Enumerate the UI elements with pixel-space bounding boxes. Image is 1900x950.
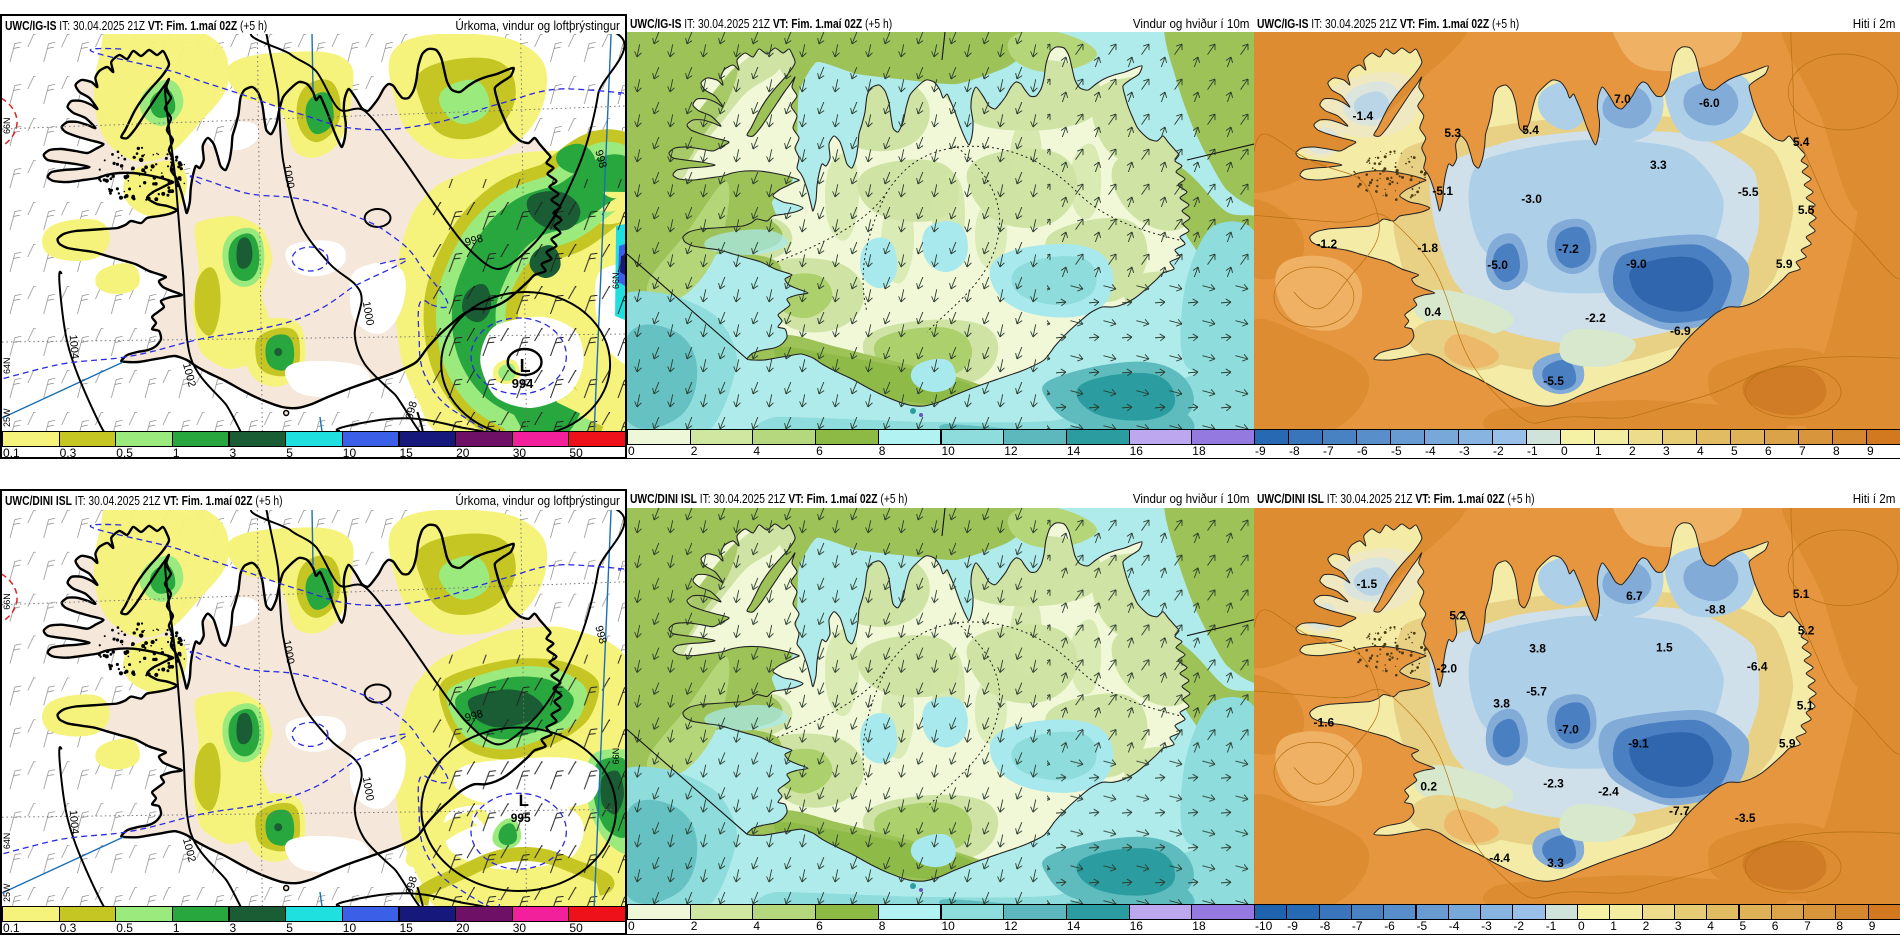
- svg-text:64N: 64N: [2, 357, 12, 374]
- svg-text:1004: 1004: [67, 809, 81, 834]
- svg-text:-5.5: -5.5: [1543, 374, 1564, 388]
- svg-text:1000: 1000: [280, 163, 296, 189]
- svg-text:-2.0: -2.0: [1436, 662, 1457, 676]
- svg-text:998: 998: [464, 233, 485, 249]
- svg-text:25W: 25W: [2, 408, 12, 427]
- svg-text:998: 998: [592, 624, 608, 645]
- svg-text:L: L: [520, 356, 531, 376]
- svg-text:-2.4: -2.4: [1598, 784, 1619, 798]
- svg-text:1004: 1004: [67, 334, 81, 359]
- svg-text:-5.5: -5.5: [1738, 185, 1759, 199]
- svg-text:-7.7: -7.7: [1669, 804, 1690, 818]
- svg-text:1000: 1000: [360, 300, 376, 326]
- svg-text:66N: 66N: [2, 593, 12, 609]
- svg-text:-1.4: -1.4: [1353, 109, 1374, 123]
- svg-text:L: L: [519, 791, 529, 810]
- svg-text:-6.0: -6.0: [1699, 96, 1720, 110]
- svg-text:5.4: 5.4: [1793, 135, 1810, 149]
- svg-text:-2.2: -2.2: [1585, 311, 1606, 325]
- svg-text:5.1: 5.1: [1793, 587, 1810, 601]
- svg-text:5.2: 5.2: [1449, 609, 1466, 623]
- svg-text:66N: 66N: [2, 117, 12, 134]
- svg-text:5.5: 5.5: [1798, 203, 1815, 217]
- svg-text:7.0: 7.0: [1614, 92, 1631, 106]
- svg-text:-1.8: -1.8: [1417, 241, 1438, 255]
- svg-text:998: 998: [404, 875, 420, 896]
- svg-text:5.9: 5.9: [1776, 257, 1793, 271]
- svg-text:998: 998: [592, 149, 608, 170]
- svg-text:-4.4: -4.4: [1489, 851, 1510, 865]
- svg-text:-5.7: -5.7: [1526, 685, 1547, 699]
- svg-text:-1.2: -1.2: [1317, 237, 1338, 251]
- svg-text:0.2: 0.2: [1420, 779, 1437, 793]
- svg-text:5.3: 5.3: [1444, 126, 1461, 140]
- svg-text:-5.1: -5.1: [1432, 184, 1453, 198]
- svg-text:-6.9: -6.9: [1670, 324, 1691, 338]
- svg-text:-3.5: -3.5: [1735, 811, 1756, 825]
- svg-text:1.5: 1.5: [1656, 641, 1673, 655]
- svg-text:5.4: 5.4: [1522, 123, 1539, 137]
- svg-text:-6.4: -6.4: [1747, 660, 1768, 674]
- svg-text:994: 994: [512, 376, 534, 391]
- svg-text:5.2: 5.2: [1798, 624, 1815, 638]
- svg-text:1000: 1000: [360, 776, 376, 802]
- svg-text:995: 995: [511, 811, 531, 825]
- svg-text:5.9: 5.9: [1779, 736, 1796, 750]
- svg-text:66N: 66N: [611, 272, 621, 289]
- svg-text:-7.2: -7.2: [1558, 242, 1579, 256]
- svg-text:25W: 25W: [2, 883, 12, 902]
- svg-text:-8.8: -8.8: [1705, 603, 1726, 617]
- svg-text:3.8: 3.8: [1529, 642, 1546, 656]
- svg-text:-9.0: -9.0: [1626, 257, 1647, 271]
- svg-text:66N: 66N: [611, 748, 621, 764]
- svg-text:998: 998: [464, 708, 485, 724]
- svg-text:-1.5: -1.5: [1357, 577, 1378, 591]
- svg-text:-9.1: -9.1: [1628, 736, 1649, 750]
- svg-text:-7.0: -7.0: [1558, 722, 1579, 736]
- svg-text:998: 998: [404, 400, 420, 421]
- svg-text:6.7: 6.7: [1626, 589, 1643, 603]
- svg-text:0.4: 0.4: [1424, 305, 1441, 319]
- svg-text:5.1: 5.1: [1797, 698, 1814, 712]
- svg-text:-5.0: -5.0: [1487, 258, 1508, 272]
- svg-text:-3.0: -3.0: [1521, 192, 1542, 206]
- svg-text:1000: 1000: [280, 639, 296, 665]
- svg-text:-1.6: -1.6: [1314, 715, 1335, 729]
- svg-text:3.3: 3.3: [1650, 158, 1667, 172]
- svg-text:3.3: 3.3: [1547, 856, 1564, 870]
- svg-text:-2.3: -2.3: [1543, 776, 1564, 790]
- svg-text:3.8: 3.8: [1493, 697, 1510, 711]
- svg-text:64N: 64N: [2, 833, 12, 849]
